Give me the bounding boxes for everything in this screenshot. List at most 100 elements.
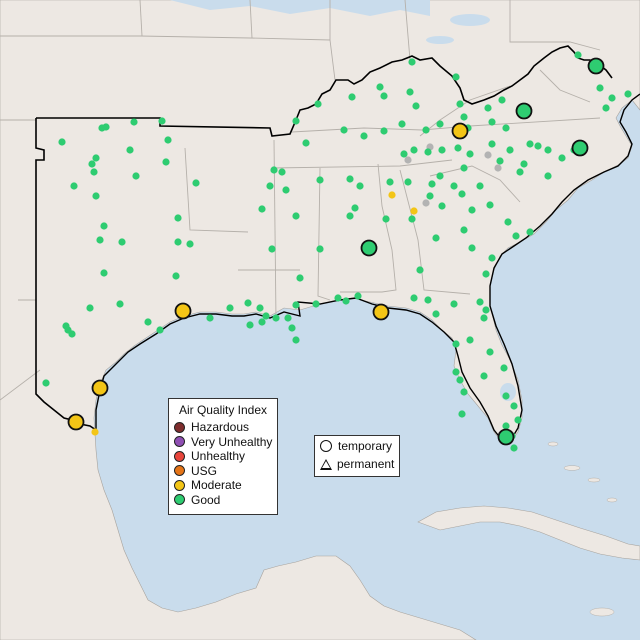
- station-marker-good[interactable]: [436, 172, 444, 180]
- station-marker-good[interactable]: [348, 93, 356, 101]
- station-marker-good[interactable]: [502, 392, 510, 400]
- station-marker-good[interactable]: [262, 312, 270, 320]
- station-marker-good[interactable]: [404, 178, 412, 186]
- station-marker-good[interactable]: [158, 117, 166, 125]
- station-marker-good[interactable]: [466, 150, 474, 158]
- station-marker-good[interactable]: [162, 158, 170, 166]
- station-marker-good[interactable]: [130, 118, 138, 126]
- station-marker-good[interactable]: [186, 240, 194, 248]
- station-marker-good[interactable]: [484, 104, 492, 112]
- station-marker-good[interactable]: [86, 304, 94, 312]
- station-marker-good[interactable]: [380, 127, 388, 135]
- station-marker-good[interactable]: [226, 304, 234, 312]
- station-marker-good[interactable]: [424, 148, 432, 156]
- station-marker-good[interactable]: [174, 214, 182, 222]
- station-marker-good[interactable]: [452, 340, 460, 348]
- station-marker-good[interactable]: [476, 182, 484, 190]
- station-marker-good[interactable]: [534, 142, 542, 150]
- station-marker-good[interactable]: [410, 146, 418, 154]
- station-marker-good[interactable]: [292, 117, 300, 125]
- monitoring-stations[interactable]: [42, 51, 632, 452]
- station-marker-good[interactable]: [498, 96, 506, 104]
- temporary-station-moderate[interactable]: [372, 303, 390, 321]
- station-marker-good[interactable]: [450, 300, 458, 308]
- station-marker-good[interactable]: [488, 140, 496, 148]
- station-marker-good[interactable]: [450, 182, 458, 190]
- station-marker-good[interactable]: [376, 83, 384, 91]
- station-marker-good[interactable]: [476, 298, 484, 306]
- station-marker-good[interactable]: [516, 168, 524, 176]
- station-marker-good[interactable]: [118, 238, 126, 246]
- station-marker-good[interactable]: [432, 234, 440, 242]
- station-marker-good[interactable]: [406, 88, 414, 96]
- station-marker-good[interactable]: [144, 318, 152, 326]
- station-marker-good[interactable]: [92, 154, 100, 162]
- station-marker-good[interactable]: [438, 146, 446, 154]
- station-marker-good[interactable]: [424, 296, 432, 304]
- station-marker-good[interactable]: [526, 140, 534, 148]
- station-marker-good[interactable]: [126, 146, 134, 154]
- station-marker-good[interactable]: [334, 294, 342, 302]
- station-marker-good[interactable]: [312, 300, 320, 308]
- temporary-station-moderate[interactable]: [174, 302, 192, 320]
- station-marker-good[interactable]: [284, 314, 292, 322]
- station-marker-good[interactable]: [62, 322, 70, 330]
- station-marker-good[interactable]: [460, 388, 468, 396]
- station-marker-good[interactable]: [42, 379, 50, 387]
- station-marker-good[interactable]: [192, 179, 200, 187]
- station-marker-good[interactable]: [502, 124, 510, 132]
- station-marker-good[interactable]: [544, 146, 552, 154]
- station-marker-good[interactable]: [58, 138, 66, 146]
- station-marker-good[interactable]: [88, 160, 96, 168]
- station-marker-good[interactable]: [100, 269, 108, 277]
- station-marker-good[interactable]: [292, 212, 300, 220]
- station-marker-good[interactable]: [558, 154, 566, 162]
- station-marker-good[interactable]: [398, 120, 406, 128]
- station-marker-good[interactable]: [456, 376, 464, 384]
- station-marker-good[interactable]: [510, 402, 518, 410]
- station-marker-good[interactable]: [266, 182, 274, 190]
- station-marker-no-data[interactable]: [422, 199, 430, 207]
- station-marker-no-data[interactable]: [494, 164, 502, 172]
- station-marker-good[interactable]: [438, 202, 446, 210]
- station-marker-good[interactable]: [172, 272, 180, 280]
- station-marker-good[interactable]: [258, 205, 266, 213]
- station-marker-good[interactable]: [400, 150, 408, 158]
- station-marker-good[interactable]: [356, 182, 364, 190]
- station-marker-good[interactable]: [90, 168, 98, 176]
- station-marker-good[interactable]: [96, 236, 104, 244]
- legend-item-very-unhealthy[interactable]: Very Unhealthy: [169, 435, 277, 450]
- station-marker-good[interactable]: [386, 178, 394, 186]
- station-marker-no-data[interactable]: [484, 151, 492, 159]
- station-marker-good[interactable]: [428, 180, 436, 188]
- station-marker-good[interactable]: [500, 364, 508, 372]
- temporary-station-good[interactable]: [515, 102, 533, 120]
- station-marker-good[interactable]: [460, 164, 468, 172]
- station-marker-no-data[interactable]: [404, 156, 412, 164]
- station-marker-good[interactable]: [512, 232, 520, 240]
- station-marker-good[interactable]: [360, 132, 368, 140]
- station-marker-good[interactable]: [268, 245, 276, 253]
- temporary-station-good[interactable]: [497, 428, 515, 446]
- station-marker-good[interactable]: [452, 368, 460, 376]
- station-marker-good[interactable]: [482, 270, 490, 278]
- station-marker-moderate[interactable]: [410, 207, 418, 215]
- station-marker-good[interactable]: [458, 410, 466, 418]
- station-marker-good[interactable]: [520, 160, 528, 168]
- station-marker-good[interactable]: [496, 157, 504, 165]
- station-marker-good[interactable]: [346, 175, 354, 183]
- station-marker-good[interactable]: [504, 218, 512, 226]
- station-marker-good[interactable]: [468, 206, 476, 214]
- temporary-station-moderate[interactable]: [451, 122, 469, 140]
- station-marker-good[interactable]: [102, 123, 110, 131]
- station-marker-good[interactable]: [292, 336, 300, 344]
- station-marker-good[interactable]: [574, 51, 582, 59]
- station-marker-good[interactable]: [270, 166, 278, 174]
- station-marker-good[interactable]: [244, 299, 252, 307]
- station-marker-good[interactable]: [460, 226, 468, 234]
- station-marker-moderate[interactable]: [91, 428, 99, 436]
- station-marker-good[interactable]: [340, 126, 348, 134]
- station-marker-good[interactable]: [488, 118, 496, 126]
- station-marker-good[interactable]: [452, 73, 460, 81]
